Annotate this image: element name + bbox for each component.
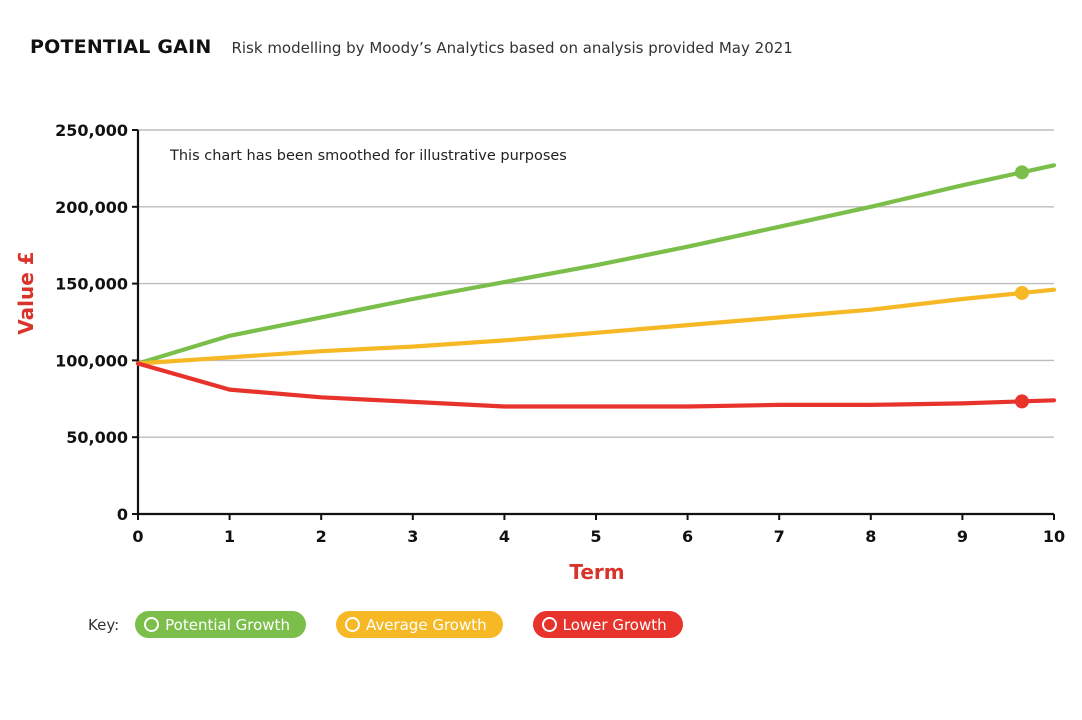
x-tick-label: 8	[865, 527, 876, 546]
circle-icon	[541, 617, 557, 632]
series-line-average-growth	[135, 287, 1057, 366]
chart-subtitle: Risk modelling by Moody’s Analytics base…	[231, 39, 793, 57]
y-tick-label: 50,000	[66, 428, 128, 447]
y-axis-ticks: 0 50,000 100,000 150,000 200,000 250,000	[55, 121, 138, 524]
x-tick-label: 0	[132, 527, 143, 546]
y-axis-label: Value £	[14, 251, 38, 334]
x-tick-label: 2	[316, 527, 327, 546]
x-tick-label: 10	[1043, 527, 1065, 546]
chart-header: POTENTIAL GAIN Risk modelling by Moody’s…	[30, 36, 793, 58]
series-line-potential-growth	[135, 163, 1057, 366]
gridlines	[138, 129, 1054, 438]
series-marker-potential-growth	[1014, 165, 1029, 180]
legend-item-potential-growth: Potential Growth	[135, 611, 306, 638]
x-tick-label: 9	[957, 527, 968, 546]
y-tick-label: 250,000	[55, 121, 128, 140]
x-tick-label: 5	[590, 527, 601, 546]
series-line-lower-growth	[135, 361, 1057, 409]
axes	[136, 130, 1054, 516]
legend-label: Key:	[88, 615, 120, 634]
x-axis-label: Term	[569, 560, 624, 584]
legend-item-label: Lower Growth	[562, 615, 667, 634]
legend-item-label: Average Growth	[365, 615, 487, 634]
series-marker-lower-growth	[1014, 394, 1029, 409]
x-tick-label: 7	[774, 527, 785, 546]
series-lines	[135, 163, 1057, 409]
legend-item-label: Potential Growth	[165, 615, 290, 634]
x-tick-label: 3	[407, 527, 418, 546]
x-tick-label: 1	[224, 527, 235, 546]
legend-item-average-growth: Average Growth	[335, 611, 503, 638]
chart-title: POTENTIAL GAIN	[30, 36, 212, 58]
y-tick-label: 200,000	[55, 198, 128, 217]
y-tick-label: 0	[117, 505, 128, 524]
y-tick-label: 150,000	[55, 275, 128, 294]
circle-icon	[144, 617, 160, 632]
chart-annotation: This chart has been smoothed for illustr…	[169, 148, 567, 164]
legend: Key: Potential Growth Average Growth Low…	[88, 611, 713, 638]
legend-item-lower-growth: Lower Growth	[532, 611, 683, 638]
y-tick-label: 100,000	[55, 351, 128, 370]
x-tick-label: 6	[682, 527, 693, 546]
circle-icon	[344, 617, 360, 632]
x-axis-ticks: 0 1 2 3 4 5 6 7 8 9 10	[132, 514, 1065, 546]
series-marker-average-growth	[1014, 285, 1029, 300]
x-tick-label: 4	[499, 527, 510, 546]
